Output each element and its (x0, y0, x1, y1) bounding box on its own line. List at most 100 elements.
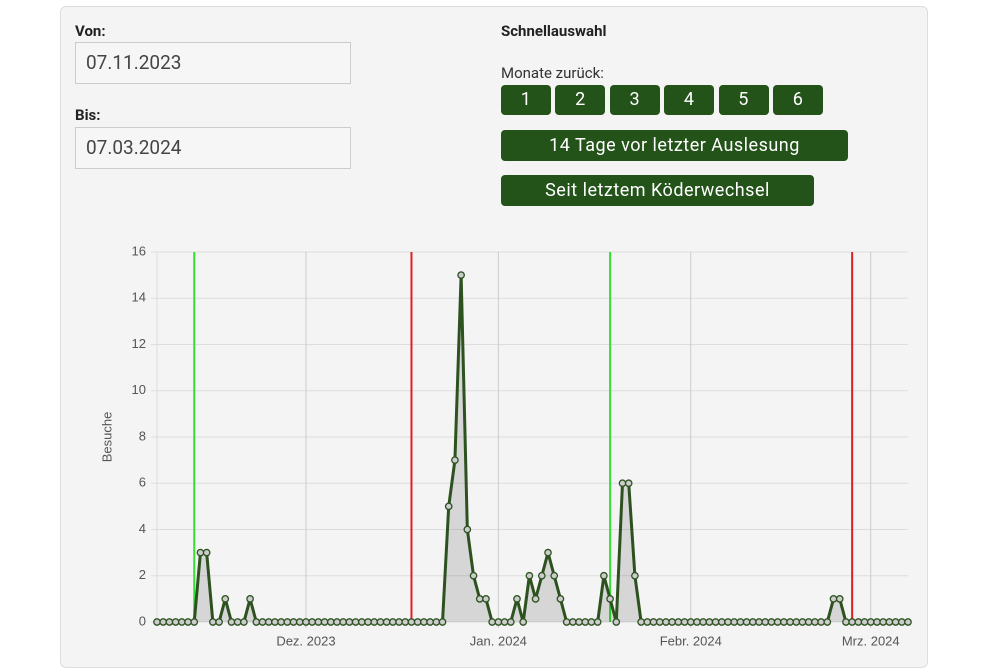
point (711, 618, 720, 626)
point (295, 618, 304, 626)
point (302, 618, 310, 626)
point (693, 618, 701, 626)
point (525, 571, 534, 580)
point (519, 618, 528, 626)
y-tick-label: 4 (139, 521, 146, 536)
button[interactable]: Seit letztem Köderwechsel (501, 175, 814, 206)
point (202, 548, 211, 557)
point (264, 618, 273, 626)
point (469, 571, 478, 580)
point (177, 618, 186, 626)
point (246, 595, 254, 603)
point (184, 618, 192, 626)
point (904, 618, 912, 626)
y-tick-label: 2 (139, 567, 146, 582)
point (637, 618, 645, 626)
to-input[interactable]: 07.03.2024 (75, 127, 351, 169)
month-button[interactable]: 3 (609, 85, 660, 115)
point (209, 618, 217, 626)
point (575, 618, 583, 626)
y-tick-label: 0 (139, 613, 146, 628)
to-label: Bis: (75, 106, 101, 124)
x-tick-label: Jan. 2024 (470, 633, 527, 648)
panel (60, 6, 928, 668)
point (401, 618, 410, 626)
point (811, 618, 819, 626)
point (798, 618, 807, 626)
point (271, 618, 279, 626)
point (357, 618, 366, 626)
point (444, 502, 453, 511)
point (705, 618, 714, 626)
area (157, 275, 908, 622)
point (780, 618, 788, 626)
point (494, 618, 503, 626)
point (333, 618, 341, 626)
month-button[interactable]: 2 (555, 85, 606, 115)
quick-title: Schnellauswahl (501, 22, 607, 40)
point (171, 618, 180, 626)
month-button[interactable]: 6 (773, 85, 823, 115)
point (854, 618, 863, 626)
point (283, 618, 292, 626)
point (165, 618, 174, 626)
point (289, 618, 298, 626)
month-button[interactable]: 5 (718, 85, 769, 115)
point (817, 618, 825, 626)
point (227, 618, 236, 626)
point (680, 618, 689, 626)
point (463, 525, 472, 534)
point (308, 618, 317, 626)
from-input[interactable]: 07.11.2023 (75, 42, 351, 84)
point (153, 618, 161, 626)
y-tick-label: 10 (132, 382, 146, 397)
point (376, 618, 385, 626)
point (382, 618, 391, 626)
x-tick-label: Mrz. 2024 (842, 633, 900, 648)
point (736, 618, 745, 626)
point (587, 618, 596, 626)
point (829, 595, 838, 603)
point (345, 618, 354, 626)
point (755, 618, 763, 626)
point (531, 595, 540, 603)
point (624, 479, 633, 488)
y-tick-label: 14 (132, 290, 146, 305)
point (612, 618, 621, 626)
button[interactable]: 14 Tage vor letzter Auslesung (501, 130, 848, 161)
point (457, 271, 465, 279)
point (556, 595, 565, 603)
point (742, 618, 751, 626)
point (618, 479, 627, 488)
point (389, 618, 397, 626)
month-button[interactable]: 1 (501, 85, 551, 115)
point (413, 618, 422, 626)
point (475, 595, 484, 603)
point (879, 618, 888, 626)
point (351, 618, 360, 626)
from-label: Von: (75, 22, 106, 40)
point (606, 595, 614, 603)
point (482, 595, 490, 603)
point (326, 618, 335, 626)
point (233, 618, 242, 626)
y-tick-label: 16 (132, 243, 146, 258)
point (668, 618, 676, 626)
point (686, 618, 695, 626)
point (699, 618, 708, 626)
point (848, 618, 856, 626)
point (891, 618, 900, 626)
y-tick-label: 6 (139, 475, 146, 490)
point (537, 571, 546, 580)
point (426, 618, 434, 626)
point (767, 618, 776, 626)
point (748, 618, 757, 626)
point (655, 618, 664, 626)
point (581, 618, 590, 626)
point (631, 571, 639, 580)
y-tick-label: 8 (139, 428, 146, 443)
month-button[interactable]: 4 (664, 85, 715, 115)
point (835, 595, 844, 603)
